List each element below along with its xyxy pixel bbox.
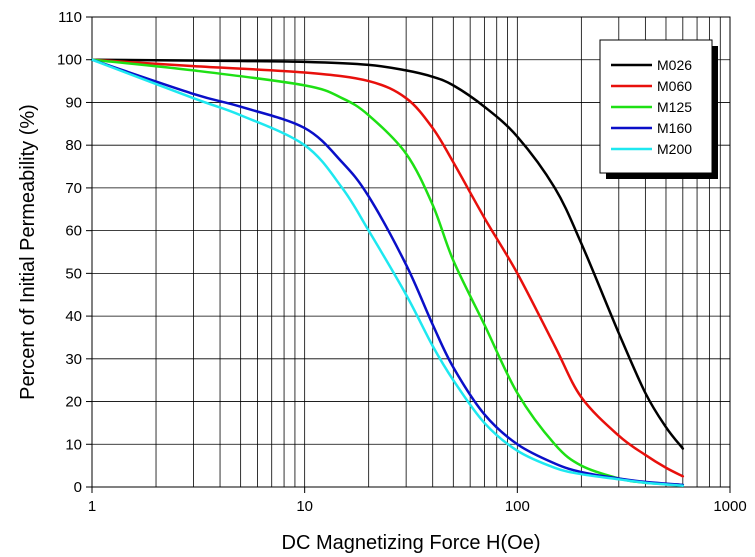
legend-label: M200 [657,141,692,157]
y-tick-label: 110 [58,9,82,26]
series-line-m060 [90,58,685,478]
series-layer [90,58,685,487]
series-line-m026 [90,58,685,450]
x-tick-label: 1000 [713,498,746,515]
y-axis-label: Percent of Initial Permeability (%) [17,104,39,400]
series-line-m125 [90,58,685,487]
y-tick-label: 10 [65,436,82,453]
legend-label: M125 [657,99,692,115]
legend: M026 M060 M125 M160 M200 [599,39,718,179]
y-tick-label: 80 [65,137,82,154]
x-axis-label: DC Magnetizing Force H(Oe) [282,532,541,554]
y-tick-label: 100 [57,52,82,69]
legend-label: M060 [657,78,692,94]
x-axis-ticks: 1 10 100 1000 [88,487,747,515]
x-tick-label: 1 [88,498,96,515]
y-tick-label: 0 [74,479,82,496]
y-tick-label: 50 [65,265,82,282]
series-line-m200 [90,58,685,487]
y-tick-label: 40 [65,308,82,325]
y-tick-label: 30 [65,351,82,368]
y-tick-label: 70 [65,180,82,197]
plot-frame [91,16,731,488]
x-tick-label: 100 [505,498,530,515]
series-line-m160 [90,58,685,487]
y-tick-label: 60 [65,223,82,240]
x-tick-label: 10 [296,498,313,515]
legend-label: M026 [657,57,692,73]
y-tick-label: 20 [65,394,82,411]
y-tick-label: 90 [65,94,82,111]
y-axis-ticks: 0 10 20 30 40 50 60 70 80 90 100 110 [57,9,92,496]
legend-label: M160 [657,120,692,136]
